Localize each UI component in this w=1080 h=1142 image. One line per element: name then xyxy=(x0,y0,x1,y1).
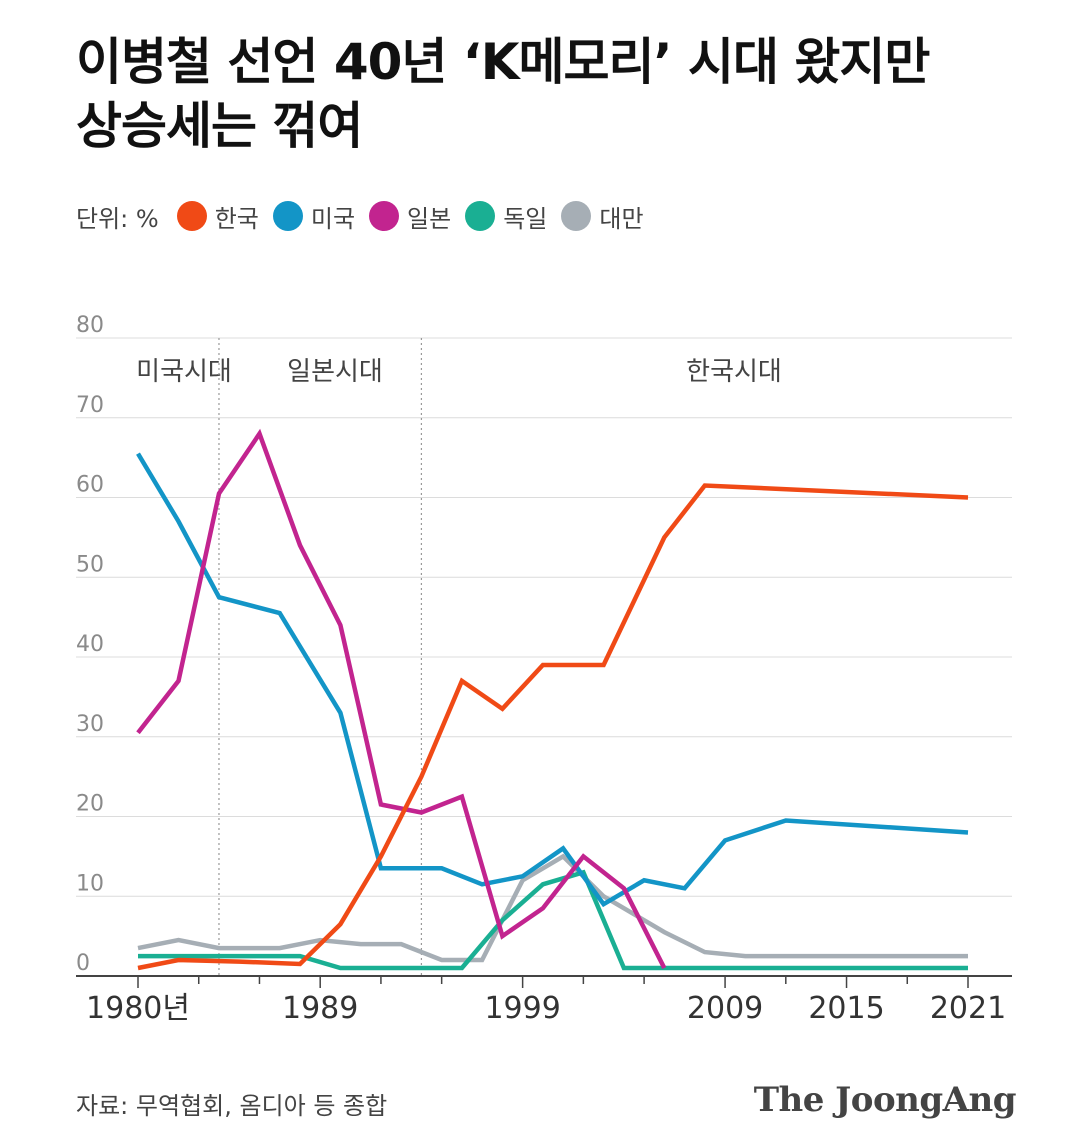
series-line-3 xyxy=(138,869,968,971)
y-tick-label: 50 xyxy=(76,552,104,577)
y-tick-label: 80 xyxy=(76,313,104,338)
legend-item-2: 일본 xyxy=(369,199,451,234)
series-line-2 xyxy=(136,428,667,970)
y-tick-label: 0 xyxy=(76,951,90,976)
legend-label-1: 미국 xyxy=(310,204,356,233)
y-tick-label: 20 xyxy=(76,792,104,817)
title-line-1: 이병철 선언 40년 ‘K메모리’ 시대 왔지만 xyxy=(76,33,930,91)
series-line-0 xyxy=(137,483,969,971)
y-tick-label: 70 xyxy=(76,393,104,418)
legend: 단위: % 한국 미국 일본 독일 대만 xyxy=(76,196,658,236)
legend-swatch-1 xyxy=(272,201,303,231)
x-tick-label: 1999 xyxy=(484,991,560,1026)
legend-item-0: 한국 xyxy=(176,199,259,234)
series-line-1 xyxy=(136,452,969,908)
legend-label-2: 일본 xyxy=(407,204,452,233)
legend-item-4: 대만 xyxy=(561,199,644,234)
legend-item-3: 독일 xyxy=(465,199,547,234)
x-tick-label: 1989 xyxy=(282,991,358,1026)
y-tick-label: 60 xyxy=(76,473,104,498)
legend-label-4: 대만 xyxy=(599,204,644,233)
legend-item-1: 미국 xyxy=(272,199,356,234)
x-tick-label: 2009 xyxy=(687,991,763,1026)
legend-swatch-3 xyxy=(465,201,496,231)
line-chart: 0 10 20 30 40 50 60 70 80 미국시대 일본시대 한국시대 1980년 1989 19… xyxy=(76,313,1012,1026)
era-label: 미국시대 xyxy=(136,357,232,387)
source-note: 자료: 무역협회, 옴디아 등 종합 xyxy=(76,1092,388,1120)
y-tick-label: 30 xyxy=(76,712,104,737)
x-tick-label: 1980년 xyxy=(86,991,190,1026)
legend-swatch-0 xyxy=(176,201,207,231)
brand-logo: The JoongAng xyxy=(753,1080,1017,1120)
legend-label-0: 한국 xyxy=(214,204,259,233)
series-line-4 xyxy=(137,853,968,963)
x-tick-label: 2021 xyxy=(930,991,1006,1026)
legend-swatch-4 xyxy=(561,201,592,231)
y-tick-label: 10 xyxy=(76,871,104,896)
unit-label: 단위: % xyxy=(76,204,159,233)
title-line-2: 상승세는 꺾여 xyxy=(76,97,363,155)
legend-label-3: 독일 xyxy=(503,204,548,233)
y-tick-label: 40 xyxy=(76,632,104,657)
x-tick-label: 2015 xyxy=(808,991,884,1026)
era-label: 일본시대 xyxy=(287,357,383,387)
era-label: 한국시대 xyxy=(686,357,782,387)
chart-title: 이병철 선언 40년 ‘K메모리’ 시대 왔지만 상승세는 꺾여 xyxy=(76,30,1036,158)
legend-swatch-2 xyxy=(369,201,400,231)
